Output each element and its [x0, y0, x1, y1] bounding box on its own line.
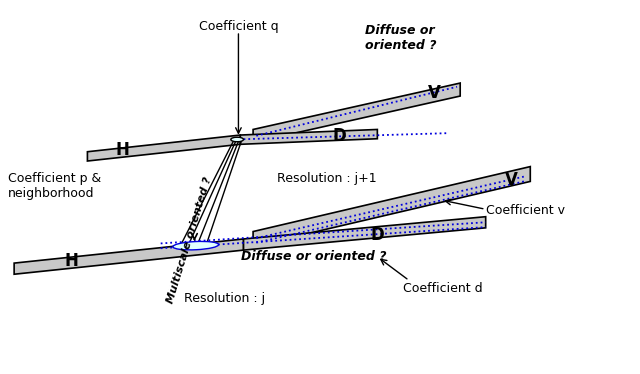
Polygon shape — [88, 135, 241, 161]
Text: Diffuse or
oriented ?: Diffuse or oriented ? — [365, 24, 436, 52]
Text: D: D — [332, 127, 346, 145]
Text: Coefficient p &
neighborhood: Coefficient p & neighborhood — [8, 172, 101, 200]
Ellipse shape — [173, 242, 219, 250]
Polygon shape — [244, 217, 486, 250]
Text: V: V — [505, 171, 518, 188]
Text: H: H — [116, 141, 129, 159]
Ellipse shape — [231, 137, 244, 142]
Text: D: D — [371, 226, 384, 243]
Text: Resolution : j: Resolution : j — [184, 292, 265, 305]
Text: Resolution : j+1: Resolution : j+1 — [276, 172, 376, 185]
Polygon shape — [253, 166, 531, 246]
Text: H: H — [65, 252, 79, 270]
Text: Diffuse or oriented ?: Diffuse or oriented ? — [241, 250, 387, 263]
Text: Coefficient d: Coefficient d — [403, 282, 483, 295]
Polygon shape — [241, 129, 378, 144]
Text: Coefficient v: Coefficient v — [486, 204, 564, 217]
Text: Coefficient q: Coefficient q — [198, 20, 278, 33]
Text: V: V — [428, 85, 441, 102]
Text: Multiscale oriented ?: Multiscale oriented ? — [165, 176, 213, 305]
Polygon shape — [14, 239, 244, 274]
Polygon shape — [253, 83, 460, 142]
